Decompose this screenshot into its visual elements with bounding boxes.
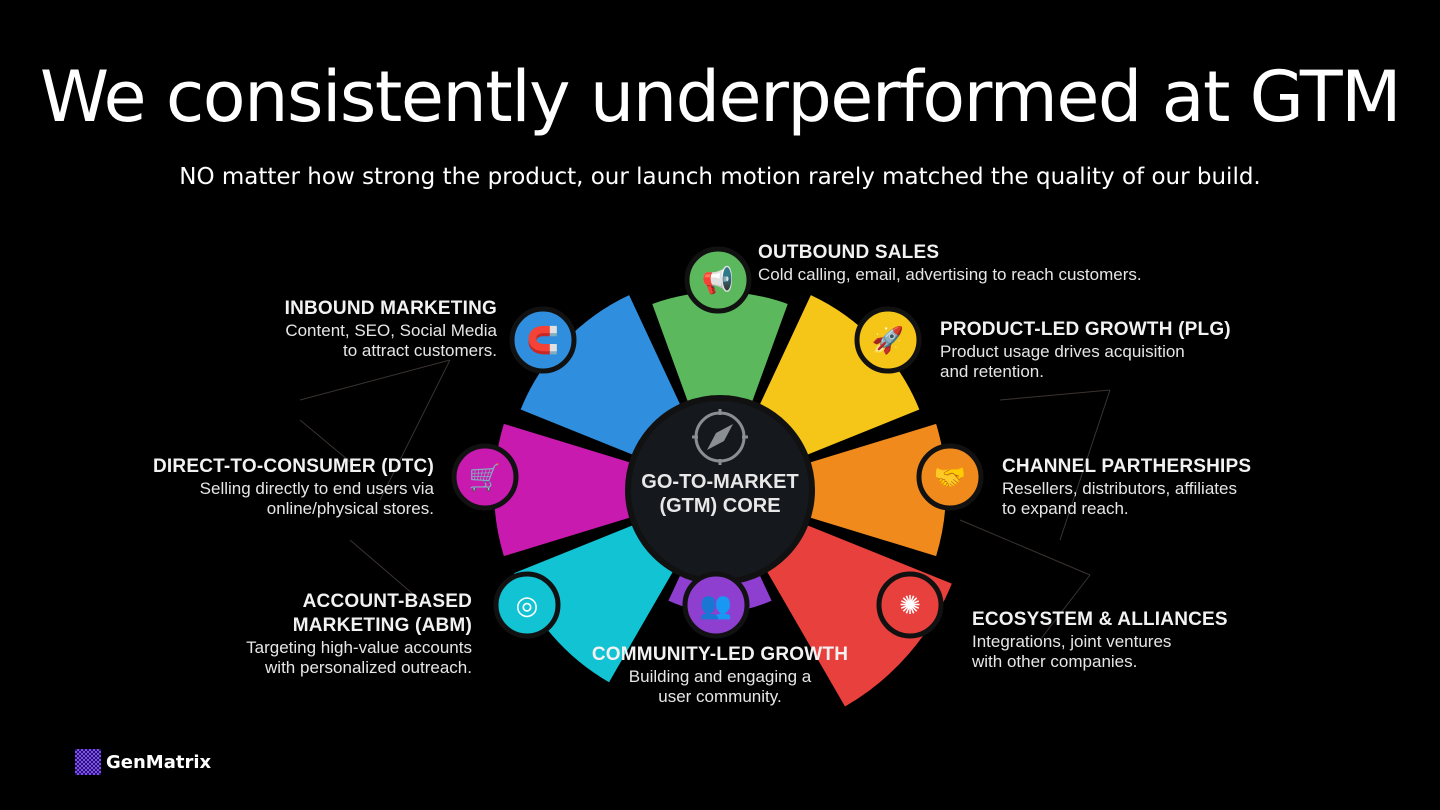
label-title: DIRECT-TO-CONSUMER (DTC) — [153, 456, 434, 477]
segment-outbound — [652, 292, 788, 408]
label-desc: with other companies. — [972, 652, 1138, 671]
target-icon: ◎ — [493, 571, 561, 639]
svg-text:🛒: 🛒 — [469, 462, 501, 492]
network-line — [379, 359, 451, 501]
label-outbound-sales: OUTBOUND SALES Cold calling, email, adve… — [758, 241, 1142, 285]
label-desc: online/physical stores. — [266, 499, 434, 518]
network-line — [959, 519, 1091, 576]
segment-dtc — [494, 423, 636, 557]
label-dtc: DIRECT-TO-CONSUMER (DTC) Selling directl… — [120, 455, 434, 519]
segment-inbound — [520, 295, 683, 458]
logo-text: GenMatrix — [106, 751, 212, 773]
slide-subtitle: NO matter how strong the product, our la… — [179, 164, 1261, 190]
svg-text:🚀: 🚀 — [872, 325, 904, 355]
label-desc: Building and engaging a — [628, 667, 812, 686]
people-icon: 👥 — [682, 571, 750, 639]
svg-text:◎: ◎ — [516, 590, 539, 620]
label-desc: Resellers, distributors, affiliates — [1002, 479, 1237, 498]
label-desc: to attract customers. — [343, 341, 497, 360]
network-line — [299, 419, 361, 471]
megaphone-icon: 📢 — [684, 246, 752, 314]
label-title: ECOSYSTEM & ALLIANCES — [972, 609, 1228, 630]
svg-text:📢: 📢 — [702, 265, 734, 296]
svg-text:✺: ✺ — [899, 590, 921, 620]
label-ecosystem: ECOSYSTEM & ALLIANCES Integrations, join… — [972, 608, 1228, 672]
network-line — [999, 389, 1111, 401]
core-line-2: (GTM) CORE — [659, 495, 781, 517]
label-inbound: INBOUND MARKETING Content, SEO, Social M… — [220, 297, 497, 361]
compass-icon — [692, 409, 748, 465]
label-desc: with personalized outreach. — [265, 658, 472, 677]
core-label: GO-TO-MARKET (GTM) CORE — [638, 470, 802, 518]
core-line-1: GO-TO-MARKET — [641, 471, 799, 493]
network-line — [349, 539, 421, 601]
network-line — [1039, 574, 1091, 641]
label-desc: and retention. — [940, 362, 1044, 381]
label-desc: Integrations, joint ventures — [972, 632, 1172, 651]
svg-text:👥: 👥 — [700, 590, 732, 620]
magnet-icon: 🧲 — [509, 306, 577, 374]
label-title: OUTBOUND SALES — [758, 242, 940, 263]
network-line — [299, 359, 451, 401]
label-desc: user community. — [658, 687, 782, 706]
label-title: MARKETING (ABM) — [292, 615, 472, 636]
network-icon: ✺ — [876, 571, 944, 639]
svg-text:🧲: 🧲 — [527, 325, 559, 355]
label-title: CHANNEL PARTHERSHIPS — [1002, 456, 1252, 477]
logo-mark-icon — [75, 749, 101, 775]
slide-title: We consistently underperformed at GTM — [39, 56, 1402, 138]
handshake-icon: 🤝 — [916, 443, 984, 511]
label-desc: Cold calling, email, advertising to reac… — [758, 265, 1142, 284]
cart-icon: 🛒 — [451, 443, 519, 511]
segment-channel — [804, 423, 946, 557]
segment-plg — [757, 295, 920, 458]
label-community: COMMUNITY-LED GROWTH Building and engagi… — [580, 643, 860, 707]
svg-text:🤝: 🤝 — [934, 462, 966, 492]
label-desc: Targeting high-value accounts — [246, 638, 472, 657]
label-desc: Product usage drives acquisition — [940, 342, 1185, 361]
label-plg: PRODUCT-LED GROWTH (PLG) Product usage d… — [940, 318, 1231, 382]
genmatrix-logo: GenMatrix — [75, 749, 211, 775]
label-channel-partnerships: CHANNEL PARTHERSHIPS Resellers, distribu… — [1002, 455, 1251, 519]
label-title: ACCOUNT-BASED — [302, 591, 472, 612]
label-abm: ACCOUNT-BASED MARKETING (ABM) Targeting … — [180, 590, 472, 678]
segment-ecosystem — [764, 522, 952, 707]
label-desc: to expand reach. — [1002, 499, 1129, 518]
network-line — [1059, 389, 1111, 541]
label-title: INBOUND MARKETING — [284, 298, 497, 319]
label-desc: Content, SEO, Social Media — [285, 321, 497, 340]
segment-abm — [514, 522, 676, 683]
label-title: PRODUCT-LED GROWTH (PLG) — [940, 319, 1231, 340]
label-title: COMMUNITY-LED GROWTH — [591, 644, 849, 665]
network-lines — [299, 359, 1111, 641]
rocket-icon: 🚀 — [854, 306, 922, 374]
label-desc: Selling directly to end users via — [199, 479, 434, 498]
